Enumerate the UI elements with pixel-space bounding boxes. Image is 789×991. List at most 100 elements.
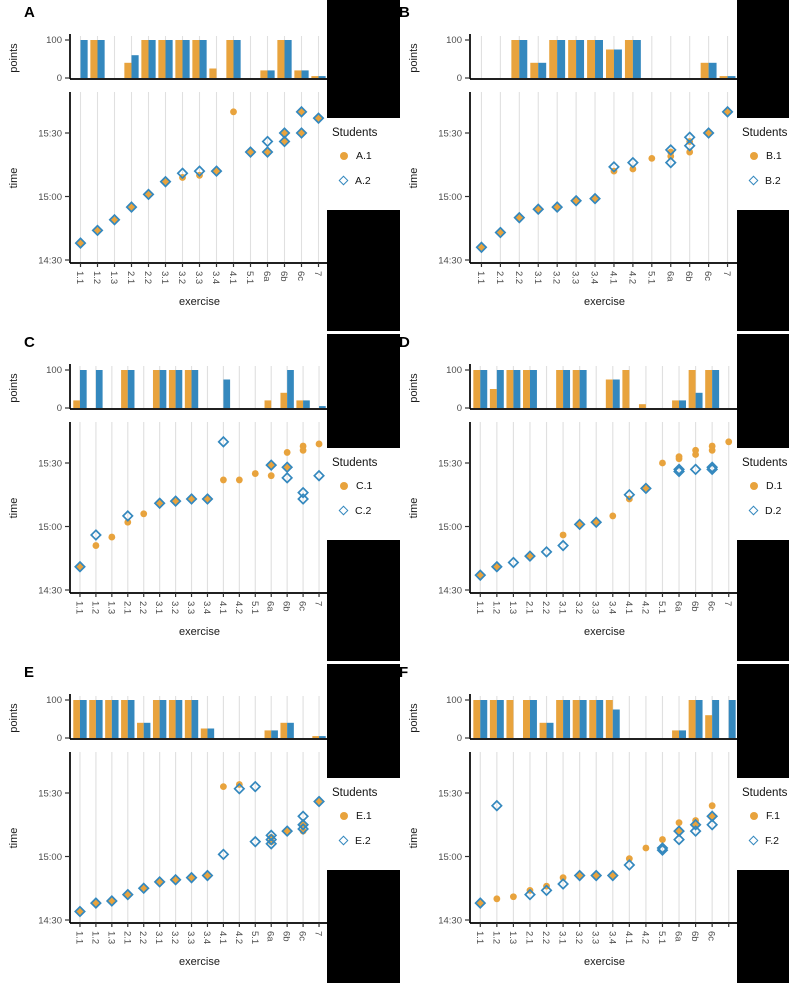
svg-text:100: 100 [46, 35, 62, 46]
scatter-point-student1 [264, 148, 271, 156]
scatter-point-student1 [299, 446, 307, 454]
bar-student2 [127, 700, 135, 738]
bar-student1 [277, 40, 285, 78]
bar-student2 [727, 76, 736, 78]
svg-text:6b: 6b [689, 601, 700, 612]
bar-student1 [296, 400, 304, 408]
bar-student1 [264, 400, 272, 408]
scatter-point-student2 [265, 829, 278, 842]
svg-text:3.2: 3.2 [573, 601, 584, 614]
svg-text:3.4: 3.4 [606, 931, 617, 944]
scatter-point-student1 [315, 440, 323, 448]
svg-text:time: time [408, 168, 420, 189]
svg-text:time: time [408, 498, 420, 519]
scatter-point-student1 [156, 878, 164, 886]
scatter-point-student2 [249, 780, 262, 793]
legend-item-label: A.1 [356, 149, 372, 162]
bar-student2 [612, 379, 620, 408]
svg-text:points: points [408, 703, 420, 733]
redaction-box [327, 540, 400, 661]
svg-text:1.1: 1.1 [73, 601, 84, 614]
scatter-point-student2 [706, 461, 719, 474]
legend-item: B.1 [737, 143, 789, 168]
svg-text:4.1: 4.1 [227, 271, 238, 284]
svg-text:5.1: 5.1 [249, 601, 260, 614]
svg-text:4.2: 4.2 [626, 271, 637, 284]
svg-text:4.1: 4.1 [607, 271, 618, 284]
bar-student1 [312, 736, 320, 738]
scatter-point-student2 [673, 463, 685, 476]
scatter-point-student1 [124, 518, 132, 526]
scatter-point-student1 [172, 876, 179, 884]
svg-text:time: time [8, 828, 20, 849]
scatter-point-student2 [297, 493, 309, 505]
panel-label-d: D [399, 334, 410, 351]
svg-text:6c: 6c [297, 931, 308, 941]
svg-text:1.3: 1.3 [105, 601, 116, 614]
scatter-point-student1 [247, 148, 254, 156]
svg-text:6c: 6c [295, 271, 306, 281]
scatter-point-student1 [592, 518, 600, 526]
redaction-box [737, 334, 789, 448]
scatter-point-student1 [283, 463, 291, 471]
legend-title: Students [742, 457, 788, 469]
bar-student1 [294, 70, 302, 78]
scatter-point-student2 [664, 156, 677, 169]
svg-text:7: 7 [722, 601, 733, 606]
legend-panel-e: Students E.1 E.2 [327, 778, 400, 870]
svg-text:time: time [8, 498, 20, 519]
bar-student1 [622, 370, 630, 408]
bar-student2 [159, 700, 167, 738]
svg-text:14:30: 14:30 [438, 256, 462, 267]
scatter-point-student2 [474, 569, 487, 582]
bar-student1 [624, 40, 633, 78]
svg-text:100: 100 [446, 35, 462, 46]
svg-text:15:00: 15:00 [38, 852, 62, 863]
scatter-point-student2 [551, 201, 564, 213]
bar-student2 [191, 700, 199, 738]
svg-text:1.3: 1.3 [507, 601, 518, 614]
scatter-point-student1 [625, 855, 633, 863]
svg-text:0: 0 [457, 73, 462, 84]
scatter-point-student2 [90, 897, 102, 909]
svg-text:14:30: 14:30 [38, 916, 62, 927]
scatter-point-student1 [705, 129, 713, 137]
bar-student1 [158, 40, 166, 78]
scatter-point-student2 [176, 167, 189, 180]
legend-item: A.2 [327, 168, 400, 193]
scatter-point-student1 [315, 798, 323, 805]
bar-student1 [280, 392, 288, 408]
bar-student2 [712, 370, 720, 408]
svg-text:15:00: 15:00 [38, 192, 62, 203]
scatter-point-student2 [626, 156, 639, 169]
legend-title: Students [332, 457, 378, 469]
svg-text:14:30: 14:30 [438, 586, 462, 597]
scatter-point-student2 [540, 545, 553, 558]
bar-student2 [207, 728, 215, 738]
legend-panel-a: Students A.1 A.2 [327, 118, 400, 210]
open-diamond-marker-icon [748, 835, 759, 846]
scatter-point-student1 [629, 165, 637, 173]
scatter-point-student1 [267, 472, 275, 480]
svg-text:6a: 6a [265, 601, 276, 612]
scatter-point-student2 [244, 146, 257, 158]
bar-student2 [287, 370, 294, 408]
legend-panel-d: Students D.1 D.2 [737, 448, 789, 540]
svg-text:6b: 6b [281, 931, 292, 942]
bar-student1 [280, 722, 288, 738]
scatter-point-student1 [476, 899, 484, 907]
svg-text:3.4: 3.4 [210, 271, 221, 284]
scatter-point-student2 [217, 435, 230, 448]
svg-text:15:00: 15:00 [438, 852, 462, 863]
scatter-point-student1 [213, 167, 220, 175]
scatter-point-student1 [559, 531, 567, 539]
open-diamond-marker-icon [748, 175, 759, 186]
bar-student1 [511, 40, 520, 78]
scatter-point-student2 [656, 842, 669, 854]
svg-text:points: points [8, 43, 20, 73]
svg-text:3.1: 3.1 [532, 271, 543, 284]
svg-text:6a: 6a [261, 271, 272, 282]
bar-student2 [612, 709, 620, 738]
svg-text:5.1: 5.1 [249, 931, 260, 944]
scatter-point-student1 [609, 512, 617, 520]
